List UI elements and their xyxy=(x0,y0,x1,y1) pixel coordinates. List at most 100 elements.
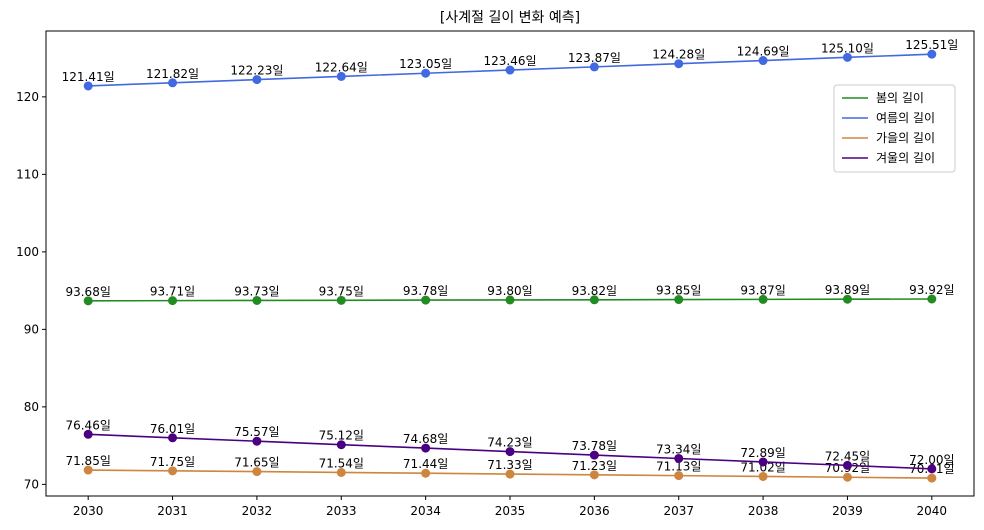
data-point xyxy=(505,469,515,479)
data-point xyxy=(589,295,599,305)
data-point xyxy=(83,296,93,306)
data-point xyxy=(505,447,515,457)
data-label: 71.02일 xyxy=(740,460,785,474)
data-label: 74.68일 xyxy=(403,432,448,446)
data-point xyxy=(842,472,852,482)
data-label: 123.87일 xyxy=(568,51,621,65)
x-tick-label: 2038 xyxy=(748,504,779,518)
y-tick-label: 120 xyxy=(16,90,39,104)
data-label: 121.82일 xyxy=(146,67,199,81)
data-point xyxy=(758,457,768,467)
series-0: 93.68일 93.71일 93.73일 93.75일 93.78일 93.80일 93.8… xyxy=(65,283,955,306)
data-label: 93.71일 xyxy=(150,285,195,299)
data-point xyxy=(168,296,178,306)
data-label: 73.78일 xyxy=(572,439,617,453)
data-point xyxy=(758,56,768,66)
data-label: 93.68일 xyxy=(65,285,110,299)
data-point xyxy=(168,433,178,443)
data-point xyxy=(505,295,515,305)
x-tick-label: 2036 xyxy=(579,504,610,518)
x-tick-label: 2040 xyxy=(917,504,948,518)
data-point xyxy=(421,443,431,453)
data-label: 72.45일 xyxy=(825,449,870,463)
data-point xyxy=(842,460,852,470)
data-point xyxy=(252,295,262,305)
data-label: 93.89일 xyxy=(825,283,870,297)
y-tick-label: 70 xyxy=(24,477,39,491)
y-tick-label: 80 xyxy=(24,400,39,414)
series-3: 76.46일 76.01일 75.57일 75.12일 74.68일 74.23일 73.7… xyxy=(65,418,955,474)
data-point xyxy=(589,450,599,460)
data-point xyxy=(758,294,768,304)
data-point xyxy=(589,62,599,72)
data-point xyxy=(842,294,852,304)
data-label: 123.46일 xyxy=(483,54,536,68)
data-point xyxy=(336,71,346,81)
data-point xyxy=(927,294,937,304)
data-label: 71.13일 xyxy=(656,460,701,474)
y-tick-label: 90 xyxy=(24,322,39,336)
x-tick-label: 2032 xyxy=(242,504,273,518)
data-label: 122.64일 xyxy=(315,60,368,74)
data-point xyxy=(421,295,431,305)
data-label: 71.65일 xyxy=(234,456,279,470)
data-label: 122.23일 xyxy=(230,64,283,78)
data-label: 93.73일 xyxy=(234,284,279,298)
data-point xyxy=(674,59,684,69)
data-point xyxy=(252,75,262,85)
data-point xyxy=(421,68,431,78)
x-tick-label: 2039 xyxy=(832,504,863,518)
data-label: 71.75일 xyxy=(150,455,195,469)
data-point xyxy=(505,65,515,75)
data-label: 93.85일 xyxy=(656,284,701,298)
legend-label: 가을의 길이 xyxy=(876,131,935,145)
data-point xyxy=(927,473,937,483)
data-point xyxy=(927,49,937,59)
x-tick-label: 2030 xyxy=(73,504,104,518)
data-label: 76.46일 xyxy=(65,418,110,432)
data-point xyxy=(336,440,346,450)
data-point xyxy=(336,467,346,477)
data-label: 71.44일 xyxy=(403,457,448,471)
data-point xyxy=(927,464,937,474)
data-label: 93.80일 xyxy=(487,284,532,298)
data-label: 125.51일 xyxy=(905,38,958,52)
x-tick-label: 2034 xyxy=(410,504,441,518)
data-label: 93.92일 xyxy=(909,283,954,297)
data-label: 121.41일 xyxy=(62,70,115,84)
data-point xyxy=(674,471,684,481)
y-tick-label: 110 xyxy=(16,167,39,181)
data-point xyxy=(83,465,93,475)
x-tick-label: 2031 xyxy=(157,504,188,518)
data-label: 71.54일 xyxy=(319,456,364,470)
data-label: 123.05일 xyxy=(399,57,452,71)
legend-box xyxy=(833,84,956,173)
x-tick-label: 2037 xyxy=(663,504,694,518)
legend-label: 겨울의 길이 xyxy=(876,151,935,165)
data-point xyxy=(674,295,684,305)
data-label: 125.10일 xyxy=(821,41,874,55)
data-label: 72.00일 xyxy=(909,453,954,467)
data-point xyxy=(83,429,93,439)
data-point xyxy=(252,436,262,446)
data-point xyxy=(842,52,852,62)
data-label: 124.69일 xyxy=(737,45,790,59)
data-label: 93.78일 xyxy=(403,284,448,298)
data-label: 93.82일 xyxy=(572,284,617,298)
data-label: 76.01일 xyxy=(150,422,195,436)
data-label: 75.12일 xyxy=(319,429,364,443)
legend-label: 여름의 길이 xyxy=(876,111,935,125)
data-point xyxy=(336,295,346,305)
chart-title: [사계절 길이 변화 예측] xyxy=(440,10,580,26)
data-point xyxy=(674,453,684,463)
data-label: 124.28일 xyxy=(652,48,705,62)
data-point xyxy=(168,78,178,88)
y-tick-label: 100 xyxy=(16,245,39,259)
series-1: 121.41일 121.82일 122.23일 122.64일 123.05일 123.4… xyxy=(62,38,958,91)
data-point xyxy=(168,466,178,476)
data-label: 75.57일 xyxy=(234,425,279,439)
data-point xyxy=(589,470,599,480)
data-label: 73.34일 xyxy=(656,442,701,456)
